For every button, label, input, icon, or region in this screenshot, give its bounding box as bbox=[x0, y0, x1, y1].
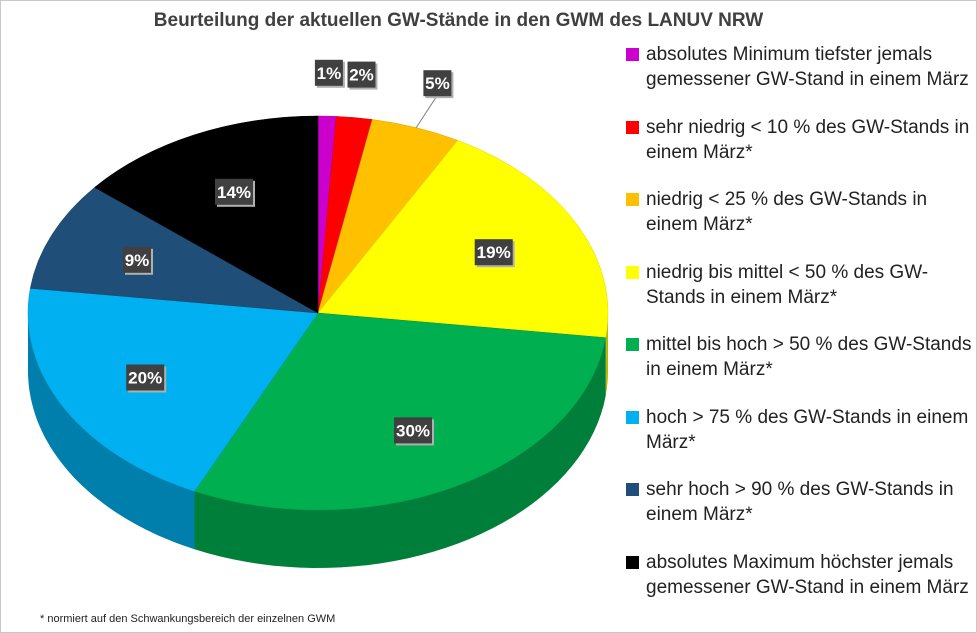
legend-swatch-4 bbox=[626, 338, 639, 351]
pie-side-3 bbox=[605, 313, 608, 396]
legend-swatch-5 bbox=[626, 410, 639, 424]
legend-swatch-0 bbox=[626, 48, 639, 61]
pie-slice-3 bbox=[317, 140, 609, 338]
legend-label-2: niedrig < 25 % des GW-Stands in einem Mä… bbox=[646, 189, 928, 235]
data-label-box-5 bbox=[126, 364, 165, 391]
legend-item-3: niedrig bis mittel < 50 % des GW-Stands … bbox=[622, 260, 972, 333]
legend-label-5: hoch > 75 % des GW-Stands in einem März* bbox=[646, 406, 969, 453]
legend-item-4: mittel bis hoch > 50 % des GW-Stands in … bbox=[622, 332, 972, 405]
data-label-box-1 bbox=[347, 61, 376, 88]
legend-label-4: mittel bis hoch > 50 % des GW-Stands in … bbox=[646, 334, 972, 380]
data-label-box-3 bbox=[474, 239, 513, 266]
legend-item-7: absolutes Maximum höchster jemals gemess… bbox=[622, 550, 972, 623]
legend-item-5: hoch > 75 % des GW-Stands in einem März* bbox=[622, 405, 972, 478]
data-label-1: 2% bbox=[349, 66, 374, 85]
legend-swatch-3 bbox=[626, 265, 639, 279]
legend-label-6: sehr hoch > 90 % des GW-Stands in einem … bbox=[646, 479, 954, 525]
data-label-7: 14% bbox=[217, 183, 251, 202]
data-label-3: 19% bbox=[477, 243, 511, 262]
data-label-5: 20% bbox=[128, 369, 162, 388]
legend: absolutes Minimum tiefster jemals gemess… bbox=[622, 42, 972, 622]
legend-item-1: sehr niedrig < 10 % des GW-Stands in ein… bbox=[622, 115, 972, 188]
data-label-6: 9% bbox=[125, 251, 150, 270]
legend-label-7: absolutes Maximum höchster jemals gemess… bbox=[646, 551, 969, 598]
data-label-2: 5% bbox=[425, 74, 450, 93]
legend-item-2: niedrig < 25 % des GW-Stands in einem Mä… bbox=[622, 187, 972, 260]
data-label-box-0 bbox=[314, 59, 343, 86]
legend-label-0: absolutes Minimum tiefster jemals gemess… bbox=[646, 44, 969, 90]
legend-swatch-6 bbox=[626, 483, 639, 496]
data-label-box-7 bbox=[215, 178, 253, 205]
legend-label-3: niedrig bis mittel < 50 % des GW-Stands … bbox=[646, 261, 929, 308]
chart-title: Beurteilung der aktuellen GW-Stände in d… bbox=[153, 10, 764, 31]
data-label-box-2 bbox=[423, 70, 452, 97]
legend-item-6: sehr hoch > 90 % des GW-Stands in einem … bbox=[622, 477, 972, 550]
legend-swatch-1 bbox=[626, 120, 639, 134]
data-label-box-6 bbox=[123, 246, 151, 273]
legend-item-0: absolutes Minimum tiefster jemals gemess… bbox=[622, 42, 972, 115]
pie-slice-7 bbox=[94, 115, 319, 314]
pie-slice-6 bbox=[30, 187, 319, 314]
leader-line-2 bbox=[415, 94, 438, 128]
data-label-box-4 bbox=[394, 417, 432, 444]
legend-swatch-7 bbox=[626, 555, 639, 569]
legend-swatch-2 bbox=[626, 193, 639, 206]
pie-side-4 bbox=[194, 337, 606, 568]
data-label-0: 1% bbox=[317, 64, 342, 83]
pie-slice-4 bbox=[194, 312, 606, 511]
pie-slice-5 bbox=[27, 288, 319, 492]
footnote: * normiert auf den Schwankungsbereich de… bbox=[40, 613, 336, 625]
pie-side-5 bbox=[28, 313, 195, 550]
data-label-4: 30% bbox=[396, 421, 430, 440]
legend-label-1: sehr niedrig < 10 % des GW-Stands in ein… bbox=[646, 116, 970, 163]
